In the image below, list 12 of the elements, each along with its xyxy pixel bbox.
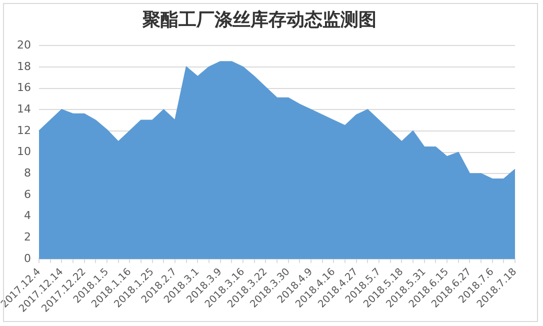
y-tick-label: 20 <box>16 38 31 52</box>
y-tick-label: 14 <box>16 102 31 116</box>
y-tick-label: 18 <box>16 60 31 73</box>
y-tick-label: 6 <box>24 188 31 201</box>
y-tick-label: 16 <box>16 81 31 94</box>
y-tick-label: 2 <box>24 230 31 244</box>
y-tick-label: 4 <box>24 209 31 222</box>
y-tick-label: 0 <box>24 252 31 265</box>
y-tick-label: 8 <box>24 166 31 180</box>
y-tick-label: 12 <box>16 124 31 137</box>
y-tick-label: 10 <box>16 145 31 158</box>
chart-title: 聚酯工厂涤丝库存动态监测图 <box>142 9 376 30</box>
